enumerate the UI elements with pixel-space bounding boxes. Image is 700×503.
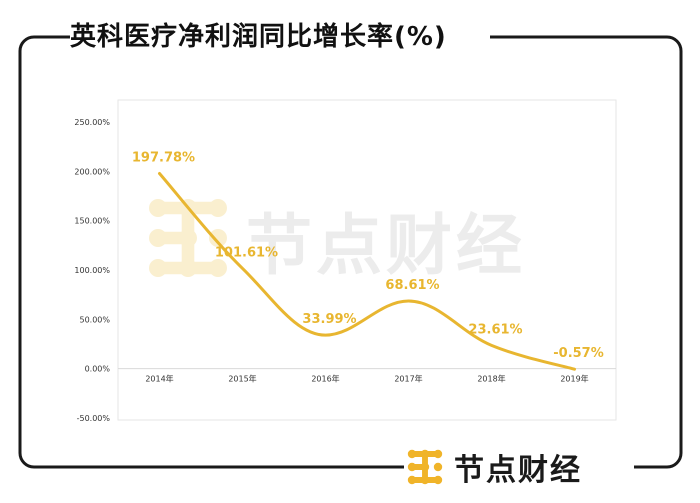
brand-logo: 节点财经 xyxy=(404,442,634,492)
data-label: 33.99% xyxy=(302,312,356,327)
watermark-logo-icon xyxy=(149,199,227,277)
data-label: 68.61% xyxy=(385,278,439,293)
x-tick-label: 2019年 xyxy=(560,374,588,384)
chart-title: 英科医疗净利润同比增长率(%) xyxy=(70,17,490,57)
data-labels: 197.78% 101.61% 33.99% 68.61% 23.61% -0.57% xyxy=(132,151,604,362)
y-tick-label: 100.00% xyxy=(74,266,110,275)
y-tick-label: 150.00% xyxy=(74,217,110,226)
y-tick-label: -50.00% xyxy=(77,414,111,423)
watermark: 节点财经 xyxy=(149,199,526,284)
x-tick-label: 2014年 xyxy=(145,374,173,384)
data-label: -0.57% xyxy=(553,346,604,361)
x-tick-label: 2018年 xyxy=(477,374,505,384)
y-tick-label: 50.00% xyxy=(79,315,110,324)
brand-grid-icon xyxy=(407,449,443,485)
y-tick-label: 250.00% xyxy=(74,118,110,127)
brand-name: 节点财经 xyxy=(454,453,582,488)
series-line xyxy=(158,172,576,371)
y-tick-label: 200.00% xyxy=(74,167,110,176)
data-label: 197.78% xyxy=(132,151,195,166)
x-tick-label: 2015年 xyxy=(228,374,256,384)
data-label: 101.61% xyxy=(215,245,278,260)
x-tick-label: 2017年 xyxy=(394,374,422,384)
x-axis: 2014年 2015年 2016年 2017年 2018年 2019年 xyxy=(145,374,588,384)
x-tick-label: 2016年 xyxy=(311,374,339,384)
data-label: 23.61% xyxy=(468,322,522,337)
y-axis: 250.00% 200.00% 150.00% 100.00% 50.00% 0.00% -… xyxy=(74,118,110,423)
plot-area xyxy=(117,99,617,421)
y-tick-label: 0.00% xyxy=(85,365,111,374)
watermark-text: 节点财经 xyxy=(246,207,526,284)
